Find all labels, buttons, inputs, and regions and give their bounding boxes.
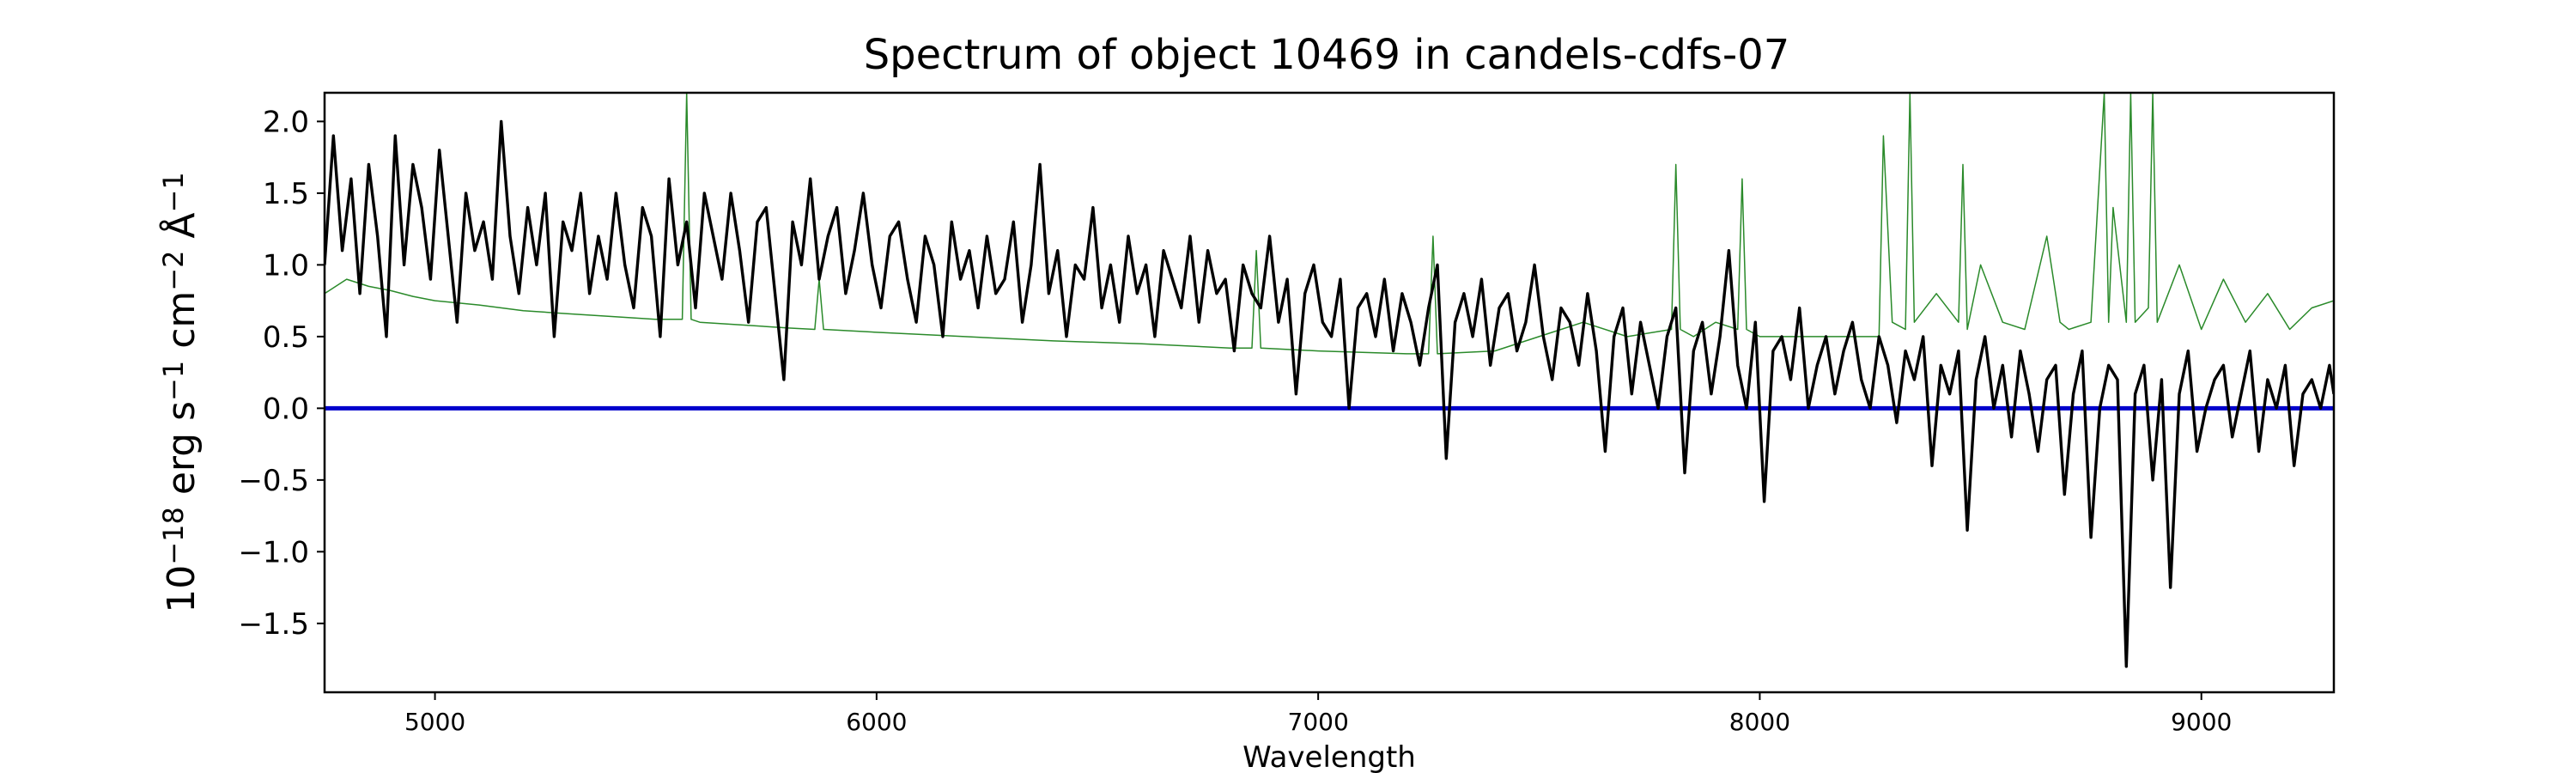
plot-area-frame (323, 91, 2336, 694)
y-axis-label-part: 10 (160, 565, 204, 613)
y-tick-label: 0.0 (263, 392, 309, 426)
series-line-model (325, 93, 2334, 355)
y-axis-label-part: cm (160, 291, 204, 361)
x-tick-label: 5000 (404, 708, 465, 736)
x-tick-label: 8000 (1729, 708, 1790, 736)
y-tick-label: −1.0 (238, 535, 309, 569)
x-axis-ticks: 5000 6000 7000 8000 9000 (404, 692, 2232, 736)
y-axis-label-part: Å (158, 212, 204, 250)
y-tick-label: −1.5 (238, 607, 309, 642)
y-tick-label: −0.5 (238, 464, 309, 498)
x-tick-label: 7000 (1288, 708, 1349, 736)
series-layer (325, 93, 2334, 668)
y-axis-label-exponent: −2 (157, 251, 190, 291)
series-line-flux (325, 119, 2334, 668)
y-tick-label: 2.0 (263, 105, 309, 139)
chart-title: Spectrum of object 10469 in candels-cdfs… (864, 31, 1790, 79)
x-axis-label: Wavelength (1242, 740, 1416, 773)
y-tick-label: 0.5 (263, 320, 309, 355)
y-tick-label: 1.0 (263, 248, 309, 283)
y-tick-label: 1.5 (263, 177, 309, 211)
y-axis-label-exponent: −1 (157, 361, 190, 401)
y-axis-label-part: erg s (160, 401, 204, 507)
y-axis-label-exponent: −1 (157, 172, 190, 212)
y-axis-ticks: 2.0 1.5 1.0 0.5 0.0 −0.5 −1.0 −1.5 (238, 105, 325, 642)
y-axis-label: 10−18 erg s−1 cm−2 Å−1 (157, 172, 204, 612)
x-tick-label: 9000 (2171, 708, 2232, 736)
y-axis-label-exponent: −18 (157, 507, 190, 565)
x-tick-label: 6000 (846, 708, 907, 736)
